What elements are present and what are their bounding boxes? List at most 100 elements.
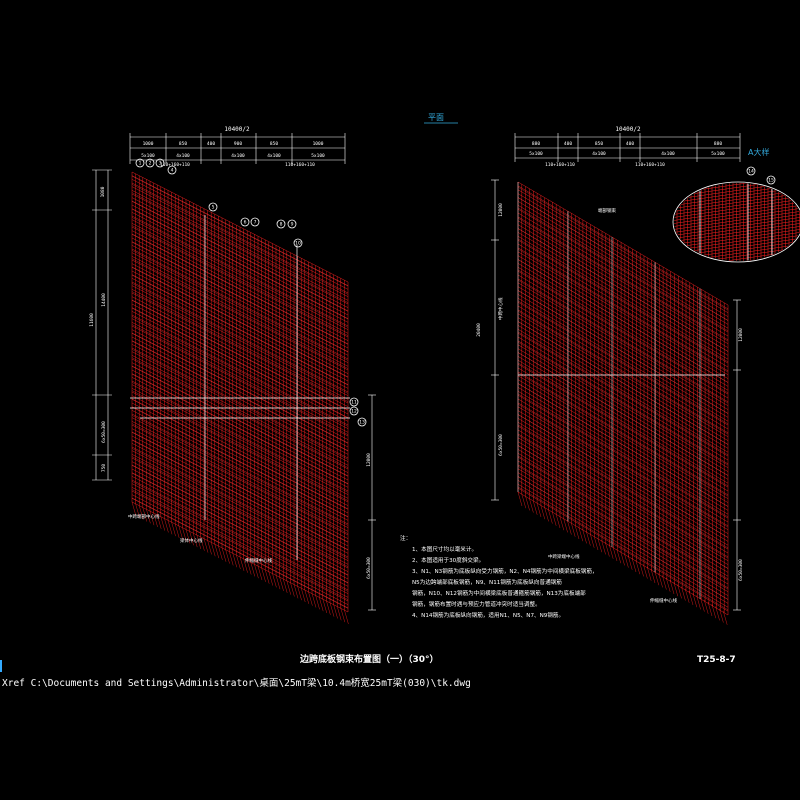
rebar-line <box>279 576 284 592</box>
rebar-line <box>236 555 241 570</box>
rebar-line <box>131 258 349 369</box>
rebar-line <box>131 344 349 455</box>
bubble-12: 12 <box>349 406 359 416</box>
rebar-line <box>131 450 349 561</box>
rebar-line <box>719 608 724 623</box>
rebar-line <box>517 468 729 592</box>
rebar-line <box>131 349 349 460</box>
rebar-line <box>517 239 729 364</box>
rebar-line <box>131 171 349 283</box>
rebar-line <box>131 373 349 484</box>
rebar-line <box>517 433 729 558</box>
rebar-line <box>149 511 155 526</box>
rebar-line <box>131 432 349 543</box>
rebar-line <box>131 446 349 558</box>
rebar-line <box>517 356 729 480</box>
svg-text:14: 14 <box>748 169 754 175</box>
rebar-line <box>131 274 349 386</box>
rebar-line <box>517 344 729 468</box>
rebar-line <box>517 286 729 410</box>
rebar-line <box>131 303 349 415</box>
rebar-line <box>517 263 729 387</box>
rebar-line <box>548 509 553 524</box>
rebar-line <box>131 479 349 591</box>
bubble-3: 3 <box>155 158 165 168</box>
left-subdim-2: 4x100 <box>176 153 190 159</box>
note-line-3: 3、N1、N3钢筋为底板纵向受力钢筋，N2、N4钢筋为中间横梁底板钢筋， <box>412 567 598 575</box>
left-dim-2: 850 <box>179 141 187 147</box>
rebar-line <box>131 355 349 466</box>
left-side-dimensions <box>92 169 112 481</box>
rebar-line <box>582 529 587 544</box>
rebar-line <box>715 606 720 621</box>
notes-heading: 注： <box>400 534 411 542</box>
notes-block: 注： 1、本图尺寸均以毫米计。 2、本图适用于30度斜交梁。 3、N1、N3钢筋… <box>400 534 598 619</box>
rebar-line <box>517 487 729 612</box>
right-subdim-3: 4x100 <box>661 151 675 157</box>
rebar-line <box>521 494 526 509</box>
right-rdim-2: 6x50=300 <box>738 559 744 581</box>
right-dim-2: 400 <box>564 141 572 147</box>
rebar-line <box>301 587 306 603</box>
rebar-line <box>674 218 800 240</box>
rebar-line <box>131 291 349 402</box>
rebar-line <box>131 200 349 312</box>
rebar-line <box>283 578 288 593</box>
bubble-6: 6 <box>240 217 250 227</box>
rebar-line <box>674 215 800 237</box>
right-dim-5: 880 <box>714 141 722 147</box>
left-rdim-1: 12000 <box>366 453 372 467</box>
rebar-line <box>517 294 729 418</box>
left-subdim-1: 5x100 <box>141 153 155 159</box>
rebar-line <box>131 487 349 598</box>
rebar-line <box>517 305 729 430</box>
rebar-line <box>131 186 349 297</box>
rebar-line <box>517 387 729 511</box>
rebar-line <box>517 437 729 561</box>
note-line-7: 4、N14钢筋为底板纵向钢筋，适用N1、N5、N7、N9钢筋。 <box>412 611 564 619</box>
rebar-line <box>131 259 349 371</box>
bubble-11: 11 <box>349 397 359 407</box>
rebar-line <box>517 311 729 435</box>
svg-text:12: 12 <box>351 409 357 415</box>
rebar-line <box>326 600 331 615</box>
rebar-line <box>517 484 729 608</box>
rebar-line <box>131 464 349 576</box>
note-line-2: 2、本图适用于30度斜交梁。 <box>412 556 484 564</box>
rebar-line <box>232 553 237 568</box>
rebar-line <box>131 340 349 452</box>
rebar-line <box>293 584 299 599</box>
rebar-line <box>157 514 162 529</box>
rebar-line <box>517 228 729 352</box>
note-line-4: N5为边跨端部底板钢筋，N9、N11钢筋为底板纵向普通钢筋 <box>412 578 562 586</box>
rebar-line <box>517 404 729 528</box>
rebar-line <box>131 314 349 426</box>
rebar-line <box>643 564 648 579</box>
note-line-1: 1、本图尺寸均以毫米计。 <box>412 545 477 553</box>
rebar-line <box>517 317 729 441</box>
rebar-line <box>171 522 176 537</box>
left-vdim-2: 11600 <box>89 313 95 327</box>
rebar-line <box>131 296 349 407</box>
rebar-line <box>674 200 800 222</box>
rebar-line <box>131 398 349 510</box>
rebar-line <box>131 332 349 444</box>
rebar-line <box>131 424 349 536</box>
rebar-line <box>131 184 349 295</box>
rebar-line <box>517 201 729 325</box>
rebar-line <box>517 464 729 589</box>
rebar-line <box>131 300 349 411</box>
rebar-line <box>131 472 349 583</box>
rebar-line <box>131 336 349 448</box>
rebar-line <box>586 531 591 546</box>
rebar-line <box>674 227 800 249</box>
rebar-line <box>131 481 349 592</box>
rebar-line <box>707 601 713 617</box>
rebar-line <box>131 501 137 517</box>
left-rdim-2: 6x50=300 <box>366 557 372 579</box>
rebar-line <box>131 197 349 308</box>
rebar-line <box>552 511 557 526</box>
left-bottom-dim-1: 110+160+110 <box>160 162 190 168</box>
rebar-line <box>517 418 729 542</box>
